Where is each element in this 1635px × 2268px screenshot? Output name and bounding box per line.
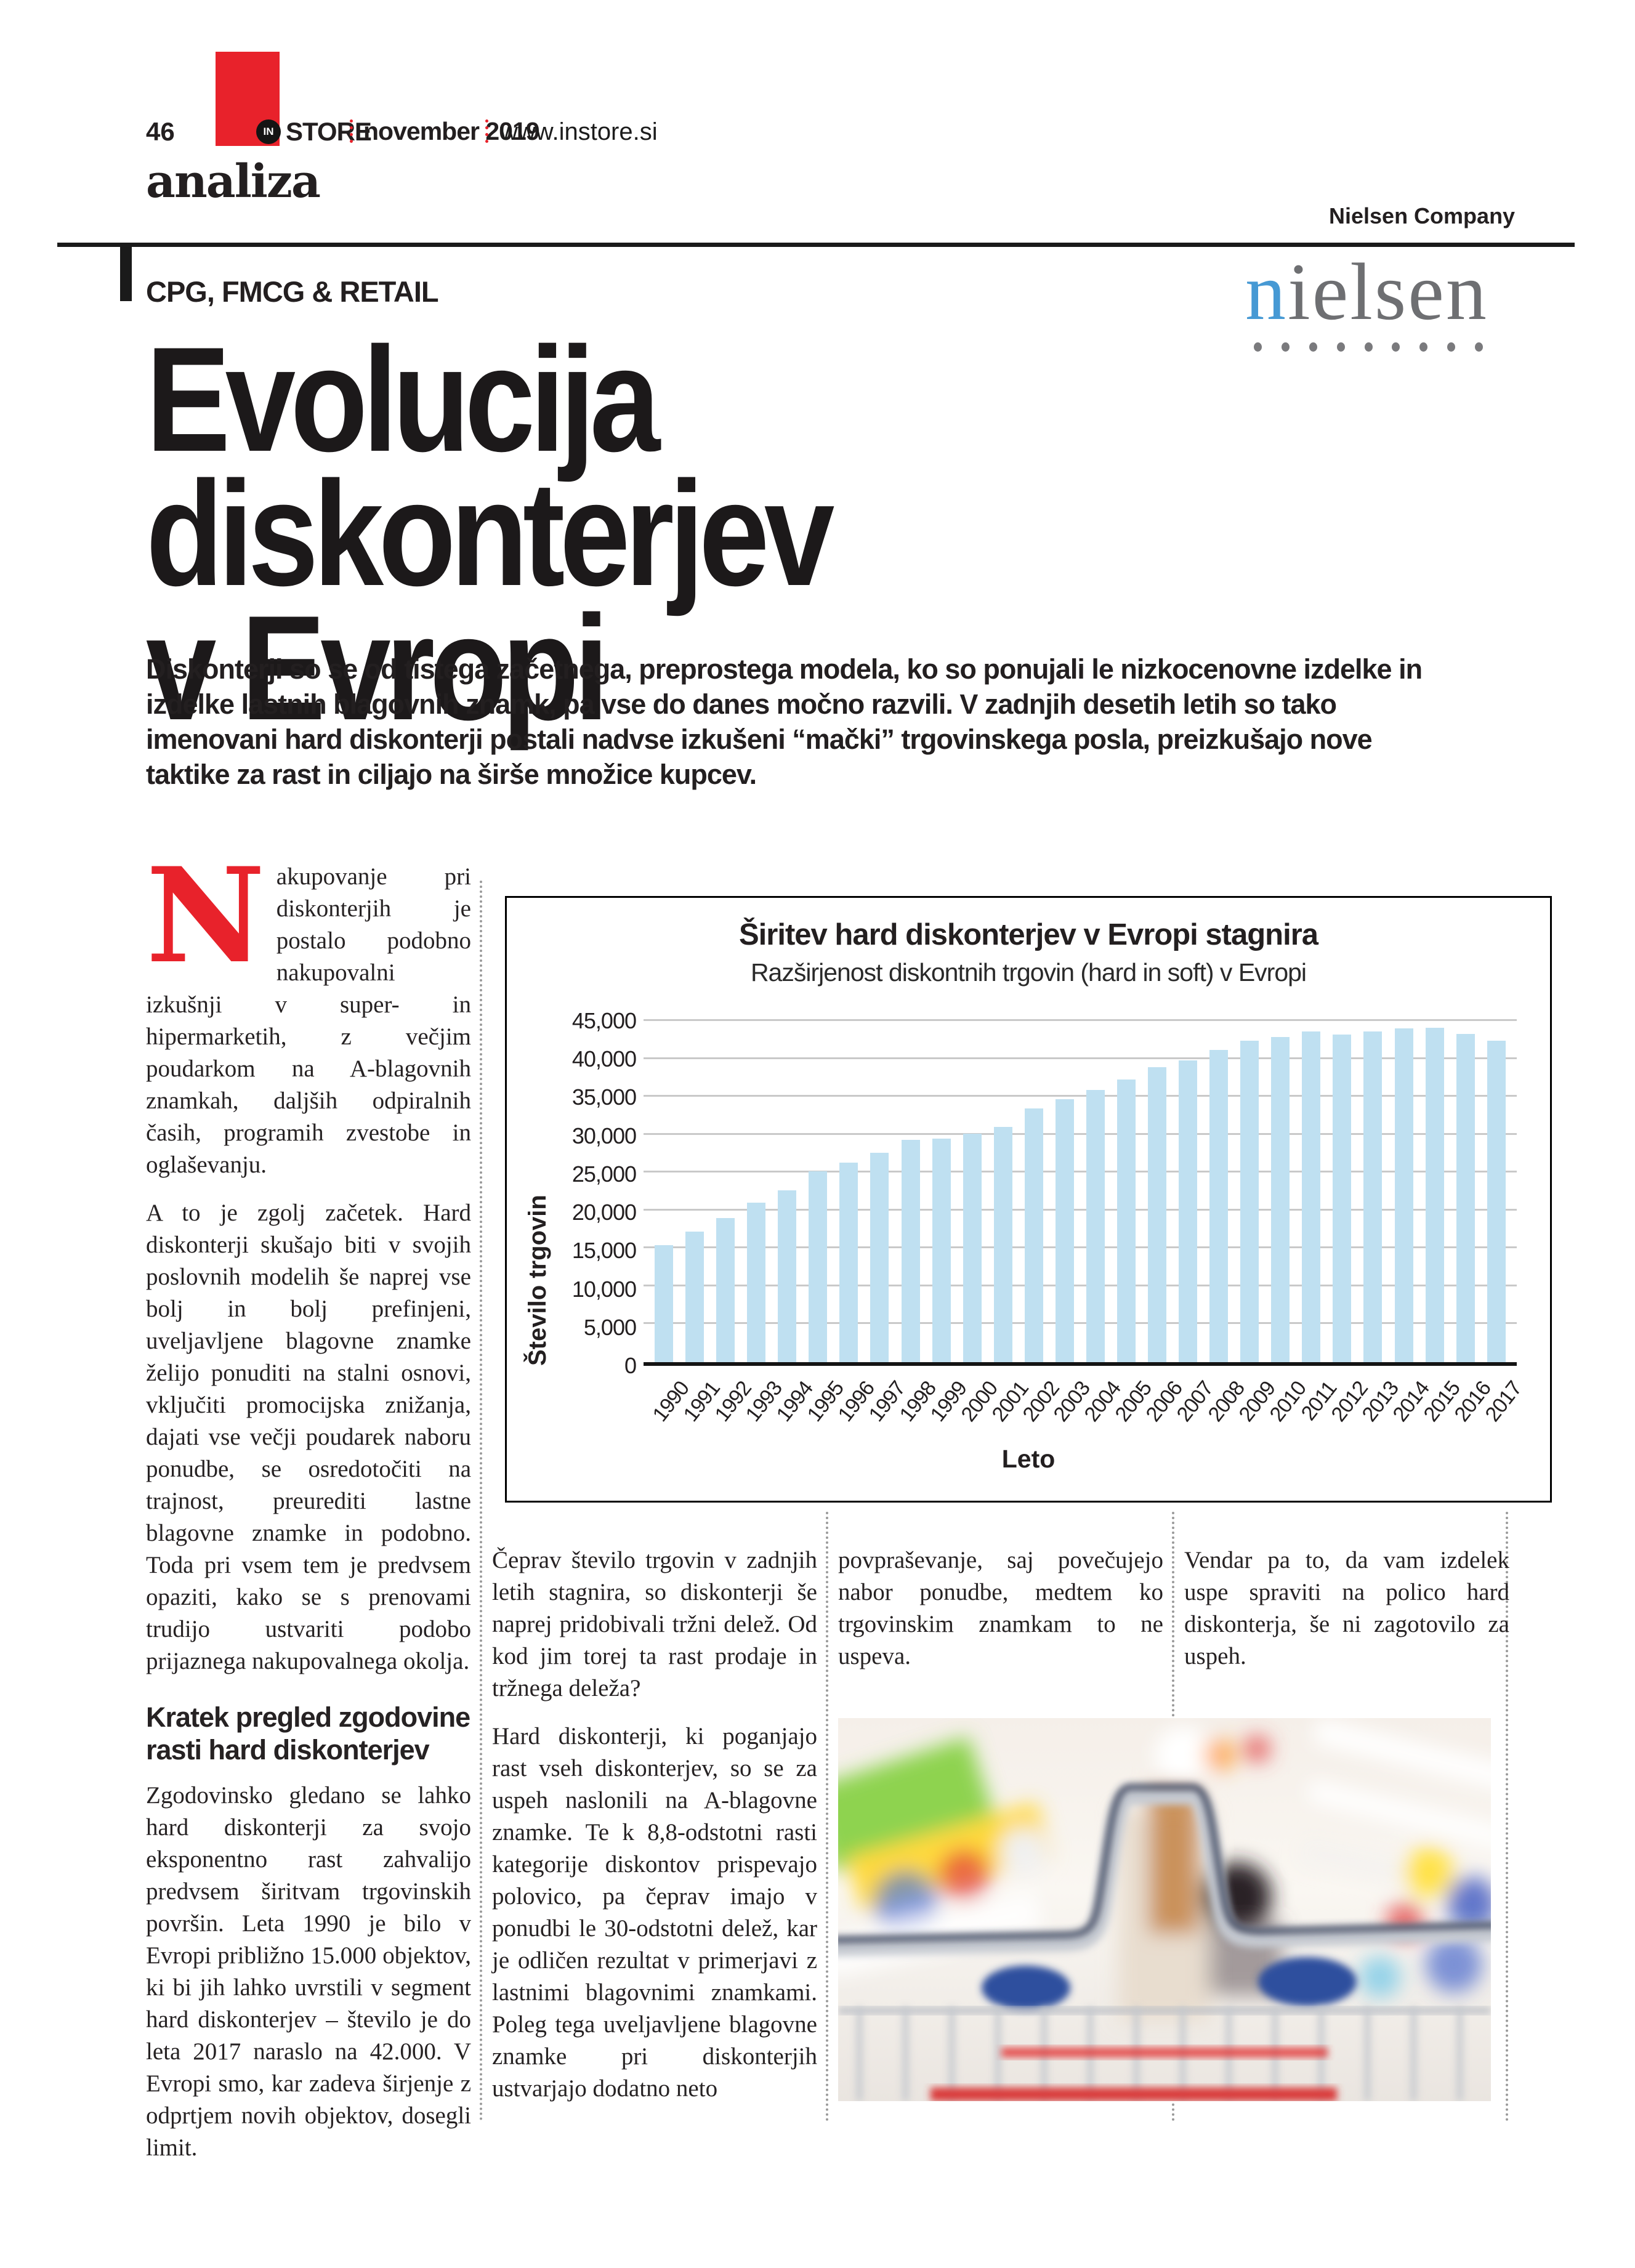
chart-y-axis-title: Število trgovin — [524, 1195, 551, 1366]
gridline — [644, 1322, 1517, 1325]
bar-1990 — [655, 1245, 674, 1362]
bar-2006 — [1148, 1067, 1167, 1362]
bar-2016 — [1456, 1033, 1475, 1362]
y-tick-label: 45,000 — [571, 1008, 637, 1033]
chart-y-tick-labels: 0 5,000 10,000 15,000 20,000 25,000 30,000 35,0… — [550, 1010, 637, 1377]
bar-1994 — [778, 1190, 797, 1362]
bar-2008 — [1209, 1049, 1229, 1362]
gridline — [644, 1246, 1517, 1249]
bar-1991 — [685, 1232, 704, 1362]
chart-subtitle: Razširjenost diskontnih trgovin (hard in… — [750, 958, 1307, 987]
bar-2011 — [1302, 1031, 1321, 1362]
headline-line-2: v Evropi — [146, 585, 609, 751]
bar-2017 — [1487, 1041, 1506, 1362]
kicker: CPG, FMCG & RETAIL — [146, 275, 439, 308]
column-separator — [480, 881, 482, 2121]
y-tick-label: 20,000 — [571, 1200, 637, 1225]
paragraph: povpraševanje, saj povečujejo nabor ponu… — [838, 1547, 1163, 1669]
bar-2003 — [1055, 1099, 1074, 1362]
gridline — [644, 1095, 1517, 1097]
chart-gridlines — [644, 1019, 1517, 1362]
gridline — [644, 1132, 1517, 1135]
bar-2010 — [1271, 1036, 1290, 1362]
bar-2000 — [963, 1134, 982, 1362]
issue-date: november 2019 — [363, 117, 540, 145]
chart-bars — [644, 1021, 1517, 1362]
website-link[interactable]: www.instore.si — [500, 118, 658, 145]
drop-cap: N — [146, 839, 265, 992]
nielsen-logo-first-letter: n — [1245, 246, 1288, 337]
bar-2002 — [1024, 1108, 1043, 1362]
bar-2004 — [1086, 1090, 1105, 1362]
y-tick-label: 40,000 — [571, 1046, 637, 1072]
nielsen-logo-dots — [1254, 342, 1483, 352]
paragraph: A to je zgolj začetek. Hard diskonterji … — [146, 1200, 471, 1674]
header-dotted-separator — [485, 119, 488, 143]
bar-2013 — [1363, 1031, 1383, 1362]
bar-2014 — [1394, 1028, 1413, 1362]
bar-1992 — [716, 1218, 735, 1362]
bar-2001 — [993, 1127, 1012, 1362]
y-tick-label: 10,000 — [571, 1276, 637, 1302]
paragraph: Vendar pa to, da vam izdelek uspe spravi… — [1184, 1547, 1509, 1669]
page-number: 46 — [146, 117, 175, 146]
section-title: analiza — [146, 155, 321, 208]
article-column-4: Vendar pa to, da vam izdelek uspe spravi… — [1184, 1544, 1509, 1689]
y-tick-label: 5,000 — [583, 1314, 637, 1340]
supermarket-cart-photo — [838, 1718, 1491, 2101]
bar-2015 — [1425, 1028, 1444, 1362]
chart-x-tick-labels: 1990 1991 1992 1993 1994 1995 1996 1997 1998 1999… — [644, 1373, 1527, 1442]
bar-1996 — [839, 1163, 858, 1362]
instore-logo-store: STORE — [286, 117, 372, 146]
paragraph: Čeprav število trgovin v zadnjih letih s… — [492, 1547, 817, 1701]
gridline — [644, 1171, 1517, 1173]
nielsen-logo: nielsen — [1245, 251, 1488, 333]
y-tick-label: 25,000 — [571, 1161, 637, 1187]
gridline — [644, 1208, 1517, 1211]
gridline — [644, 1019, 1517, 1021]
photo-illustration — [838, 1718, 1491, 2101]
gridline — [644, 1057, 1517, 1059]
bar-1993 — [747, 1203, 766, 1362]
x-tick-label: 2017 — [1480, 1377, 1527, 1426]
article-subheading: Kratek pregled zgodovine rasti hard disk… — [146, 1701, 470, 1766]
bar-2005 — [1116, 1079, 1136, 1362]
bar-2009 — [1240, 1041, 1259, 1362]
headline-line-1: Evolucija diskonterjev — [146, 317, 834, 617]
instore-logo-in-icon: IN — [256, 119, 281, 144]
article-column-3: povpraševanje, saj povečujejo nabor ponu… — [838, 1544, 1163, 1689]
paragraph: Hard diskonterji, ki poganjajo rast vseh… — [492, 1723, 817, 2102]
company-credit: Nielsen Company — [1329, 203, 1516, 228]
y-tick-label: 35,000 — [571, 1084, 637, 1110]
bar-2012 — [1333, 1035, 1352, 1362]
y-tick-label: 30,000 — [571, 1123, 637, 1148]
gridline — [644, 1284, 1517, 1286]
bar-1998 — [901, 1140, 920, 1362]
paragraph-text: akupovanje pri diskonterjih je postalo p… — [146, 863, 471, 1178]
chart-title: Širitev hard diskonterjev v Evropi stagn… — [738, 918, 1318, 951]
paragraph: Zgodovinsko gledano se lahko hard diskon… — [146, 1782, 471, 2161]
chart-plot — [644, 1019, 1517, 1366]
article-lead: Diskonterji so se od tistega začetnega, … — [146, 653, 1423, 790]
chart-x-axis-title: Leto — [1001, 1445, 1056, 1473]
bar-1999 — [932, 1138, 951, 1362]
column-separator — [1506, 1512, 1508, 2121]
chart: Širitev hard diskonterjev v Evropi stagn… — [505, 896, 1552, 1503]
nielsen-logo-rest: ielsen — [1288, 246, 1488, 337]
bar-2007 — [1179, 1060, 1198, 1362]
bar-1995 — [809, 1171, 828, 1362]
y-tick-label: 0 — [624, 1353, 637, 1378]
header-rule — [57, 243, 1575, 247]
y-tick-label: 15,000 — [571, 1238, 637, 1264]
kicker-tab-bar — [120, 247, 132, 301]
header-dotted-separator — [350, 119, 353, 143]
column-separator — [826, 1512, 828, 2121]
bar-1997 — [870, 1153, 889, 1362]
article-column-2: Čeprav število trgovin v zadnjih letih s… — [492, 1544, 817, 2121]
article-headline: Evolucija diskonterjev v Evropi — [146, 317, 1350, 751]
